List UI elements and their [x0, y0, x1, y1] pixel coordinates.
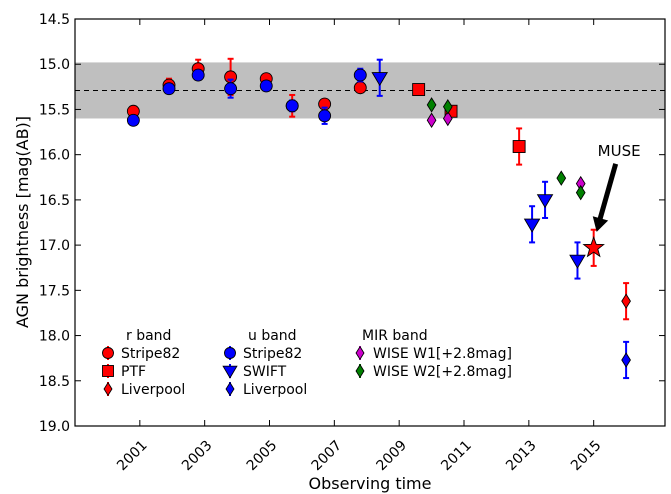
data-point: [259, 79, 273, 93]
data-point: [569, 254, 586, 269]
plot-frame: [74, 18, 666, 427]
x-axis-label: Observing time: [309, 474, 432, 493]
y-tick-label: 19.0: [39, 419, 70, 435]
legend-column: r band Stripe82 PTF Liverpool: [102, 328, 185, 398]
data-point: [426, 112, 437, 129]
y-axis-label: AGN brightness [mag(AB)]: [13, 116, 32, 328]
legend-column: MIR band WISE W1[+2.8mag] WISE W2[+2.8mag]: [355, 328, 512, 380]
legend-marker: [102, 365, 114, 377]
legend-marker: [103, 381, 113, 397]
data-point: [536, 194, 554, 209]
y-tick-label: 16.5: [39, 193, 70, 209]
legend: r band Stripe82 PTF Liverpool u band Stripe82…: [102, 328, 512, 398]
legend-marker: [222, 365, 238, 379]
muse-annotation: MUSE: [592, 142, 641, 232]
annotation-label: MUSE: [598, 142, 641, 160]
data-point: [353, 68, 367, 82]
x-tick-label: 2015: [568, 438, 605, 475]
data-point: [621, 352, 631, 368]
legend-header: r band: [126, 328, 171, 344]
data-point: [582, 236, 605, 258]
legend-header: MIR band: [362, 328, 428, 344]
series-wise-w1-2-8mag--MIR: [426, 110, 586, 192]
data-point: [318, 109, 332, 123]
data-point: [371, 72, 389, 87]
x-tick-label: 2013: [503, 438, 540, 475]
data-point: [224, 82, 238, 96]
legend-marker: [225, 381, 235, 397]
legend-marker: [355, 363, 365, 379]
legend-header: u band: [248, 328, 297, 344]
series-stripe82-u: [126, 67, 367, 127]
series-liverpool-u: [621, 340, 631, 380]
legend-label: PTF: [121, 364, 146, 380]
series-swift-u: [371, 58, 586, 280]
data-point: [575, 184, 586, 201]
y-tick-label: 17.5: [39, 283, 70, 299]
data-point: [126, 113, 140, 127]
x-tick-label: 2011: [438, 438, 475, 475]
legend-label: SWIFT: [243, 364, 287, 380]
legend-marker: [355, 345, 365, 361]
data-point: [426, 97, 437, 113]
x-tick-label: 2007: [309, 438, 346, 475]
legend-label: WISE W2[+2.8mag]: [373, 364, 512, 380]
data-point: [512, 140, 526, 153]
data-point: [556, 170, 567, 186]
y-tick-label: 15.0: [39, 57, 70, 73]
x-tick-label: 2001: [114, 438, 151, 475]
series-liverpool-r: [621, 282, 631, 321]
y-tick-label: 18.5: [39, 374, 70, 390]
y-tick-label: 17.0: [39, 238, 70, 254]
data-point: [285, 99, 299, 113]
x-tick-label: 2009: [373, 438, 410, 475]
y-tick-label: 18.0: [39, 329, 70, 345]
x-tick-label: 2005: [244, 438, 281, 475]
data-point: [442, 110, 453, 127]
data-points: [126, 57, 631, 380]
annotation-arrow-shaft: [596, 163, 619, 225]
y-tick-label: 16.0: [39, 148, 70, 164]
series-wise-w2-2-8mag--MIR: [426, 97, 586, 201]
y-tick-label: 15.5: [39, 102, 70, 118]
legend-label: Stripe82: [121, 346, 180, 362]
legend-label: Stripe82: [243, 346, 302, 362]
data-point: [191, 68, 205, 82]
data-point: [412, 83, 426, 96]
y-tick-label: 14.5: [39, 12, 70, 28]
data-point: [353, 81, 367, 95]
legend-label: Liverpool: [121, 382, 185, 398]
annotation-arrow-head: [592, 216, 609, 232]
legend-label: WISE W1[+2.8mag]: [373, 346, 512, 362]
axis-ticks: 2001 2003 2005 2007 2009 2011 2013 2015 14.5 15.0…: [39, 12, 665, 474]
data-point: [442, 98, 453, 115]
data-point: [162, 82, 176, 96]
legend-marker: [102, 347, 114, 359]
series-liverpool-r: [582, 228, 605, 267]
legend-marker: [224, 347, 236, 359]
data-point: [523, 218, 541, 233]
legend-column: u band Stripe82 SWIFT Liverpool: [222, 328, 307, 398]
x-tick-label: 2003: [179, 438, 216, 475]
data-point: [621, 293, 631, 309]
legend-label: Liverpool: [243, 382, 307, 398]
